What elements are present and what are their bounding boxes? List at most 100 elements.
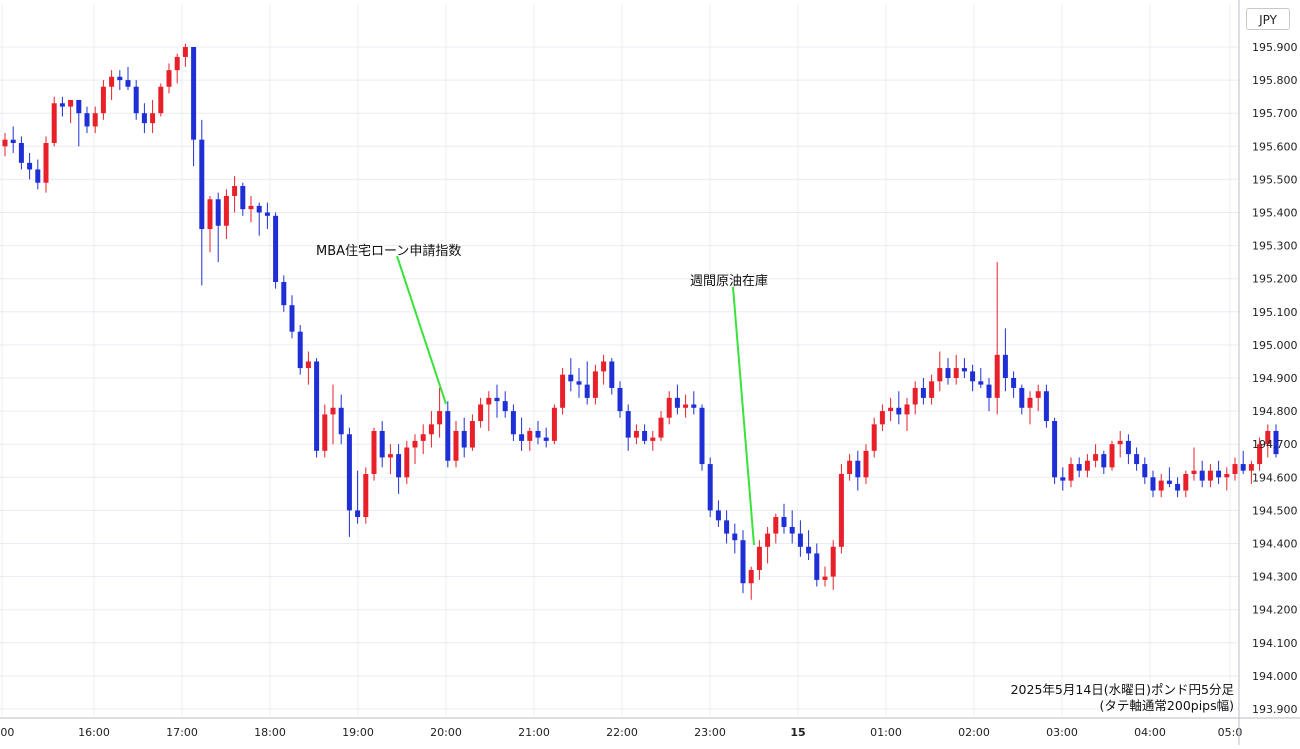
candle-body: [289, 305, 295, 332]
candle-body: [1076, 464, 1082, 471]
candle: [855, 450, 861, 491]
candle-body: [797, 533, 803, 547]
y-tick-label: 195.100: [1252, 306, 1298, 319]
candle: [1125, 434, 1131, 465]
candle-body: [912, 387, 918, 405]
candle: [683, 394, 689, 418]
annotation-line-mba: [396, 255, 447, 405]
candle-body: [232, 186, 238, 196]
candle-body: [1043, 391, 1049, 422]
candle-body: [68, 99, 74, 107]
candle: [1183, 470, 1189, 498]
candle: [584, 361, 590, 405]
candle: [1134, 447, 1140, 471]
candle-body: [978, 381, 984, 385]
candle-body: [1166, 480, 1172, 484]
candle-body: [863, 450, 869, 478]
y-tick-label: 194.200: [1252, 604, 1298, 617]
candle-body: [929, 381, 935, 398]
candle: [551, 404, 557, 445]
candle: [453, 421, 459, 468]
candle-body: [322, 414, 328, 451]
candle: [1166, 467, 1172, 488]
candle: [601, 354, 607, 385]
x-tick-label: 18:00: [254, 726, 286, 739]
candle-body: [519, 434, 525, 441]
candle-body: [191, 47, 197, 140]
candle-body: [773, 517, 779, 534]
candle: [109, 70, 115, 100]
candle: [256, 202, 262, 236]
candle: [781, 503, 787, 534]
candle: [937, 351, 943, 392]
candle: [970, 364, 976, 392]
candle: [1060, 467, 1066, 491]
candle: [748, 566, 754, 600]
candle-body: [223, 195, 229, 226]
candle: [650, 430, 656, 451]
y-tick-label: 195.800: [1252, 74, 1298, 87]
candle-body: [420, 434, 426, 441]
candle: [273, 212, 279, 289]
candle: [806, 530, 812, 561]
candle-body: [584, 384, 590, 398]
candle-body: [76, 99, 82, 114]
candle: [478, 397, 484, 428]
y-tick-label: 195.600: [1252, 140, 1298, 153]
candle: [519, 417, 525, 451]
caption-line-2: (タテ軸通常200pips幅): [1099, 698, 1234, 713]
y-tick-label: 194.600: [1252, 471, 1298, 484]
candle-body: [748, 569, 754, 584]
candle-body: [551, 407, 557, 441]
candle-body: [756, 546, 762, 570]
candle: [1043, 384, 1049, 428]
candle: [51, 96, 57, 147]
candle: [1011, 371, 1017, 398]
candle-body: [879, 411, 885, 425]
candle: [191, 47, 197, 167]
candle: [486, 391, 492, 431]
candle-body: [437, 411, 443, 425]
candle: [150, 99, 156, 134]
y-tick-label: 194.000: [1252, 670, 1298, 683]
candle: [576, 368, 582, 398]
candle: [879, 404, 885, 431]
candle: [592, 364, 598, 405]
candle-body: [568, 374, 574, 382]
candle-body: [1191, 470, 1197, 474]
annotation-lines: [396, 255, 755, 546]
candle: [10, 126, 16, 153]
x-tick-label: 15: [790, 726, 805, 739]
candle-body: [1084, 460, 1090, 471]
candle: [1109, 440, 1115, 471]
candle: [158, 83, 164, 117]
candle-body: [256, 205, 262, 213]
candle-body: [1035, 391, 1041, 398]
y-tick-label: 194.500: [1252, 504, 1298, 517]
candle: [289, 295, 295, 339]
candle: [1216, 460, 1222, 484]
candle: [1027, 391, 1033, 425]
candle: [1076, 457, 1082, 478]
candle: [1150, 470, 1156, 498]
candle-body: [51, 103, 57, 143]
candle-body: [830, 546, 836, 577]
candle: [699, 404, 705, 471]
candle: [420, 424, 426, 455]
candle: [797, 520, 803, 557]
candle-body: [1109, 444, 1115, 468]
candle: [232, 176, 238, 213]
candle-body: [158, 86, 164, 114]
candle-body: [502, 401, 508, 412]
candle: [84, 106, 90, 134]
candle: [125, 66, 131, 91]
candle: [871, 417, 877, 458]
currency-selector[interactable]: JPY: [1246, 8, 1290, 30]
candle-body: [633, 430, 639, 438]
candle-body: [1068, 464, 1074, 481]
candle: [510, 404, 516, 441]
candle-body: [707, 464, 713, 511]
candle: [371, 427, 377, 481]
candle-body: [371, 430, 377, 474]
